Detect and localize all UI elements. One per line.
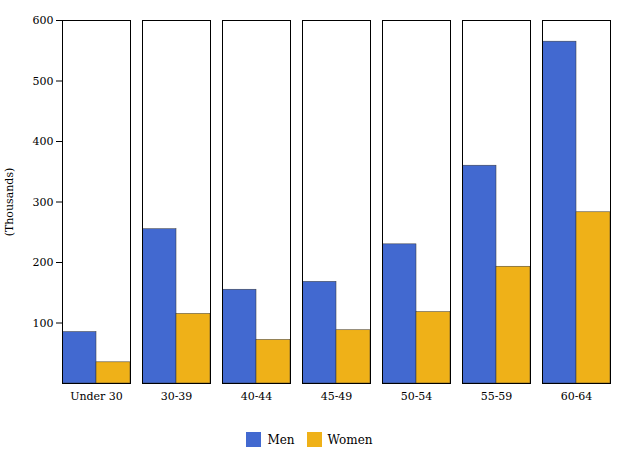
svg-text:100: 100 [33, 317, 54, 330]
svg-text:Under 30: Under 30 [70, 390, 123, 403]
svg-text:400: 400 [33, 135, 54, 148]
html-text:Men: Men [267, 432, 295, 447]
svg-text:50-54: 50-54 [401, 390, 433, 403]
svg-text:40-44: 40-44 [241, 390, 273, 403]
svg-text:60-64: 60-64 [561, 390, 593, 403]
svg-text:200: 200 [33, 256, 54, 269]
svg-text:300: 300 [33, 196, 54, 209]
svg-text:45-49: 45-49 [321, 390, 353, 403]
svg-text:600: 600 [33, 14, 54, 27]
svg-text:30-39: 30-39 [161, 390, 193, 403]
svg-text:(Thousands): (Thousands) [3, 168, 16, 237]
svg-text:500: 500 [33, 75, 54, 88]
svg-text:55-59: 55-59 [481, 390, 513, 403]
html-text:Women: Women [327, 432, 373, 447]
